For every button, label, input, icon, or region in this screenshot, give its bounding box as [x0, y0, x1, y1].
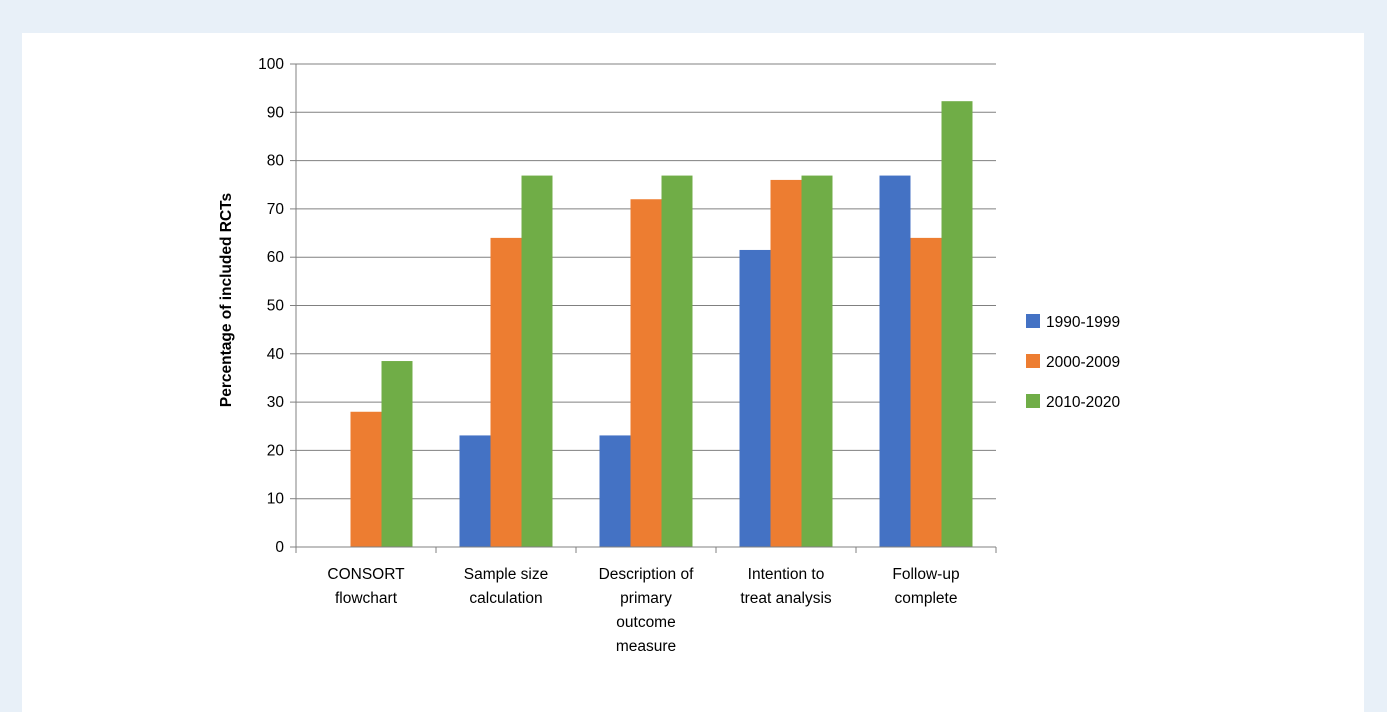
- x-category-label: complete: [895, 590, 958, 607]
- x-category-label: Intention to: [748, 566, 825, 583]
- y-tick-label: 80: [267, 153, 285, 170]
- x-category-label: measure: [616, 638, 676, 655]
- bar-chart: 0 10 20 30 40 50 60 70 80 90 100 CONSORT flowchart Sa…: [22, 33, 1364, 712]
- x-category-label: Follow-up: [892, 566, 959, 583]
- bar-2000-2009: [631, 199, 662, 547]
- bar-2010-2020: [382, 361, 413, 547]
- legend-label: 2010-2020: [1046, 394, 1121, 411]
- legend-swatch: [1026, 354, 1040, 368]
- legend: 1990-1999 2000-2009 2010-2020: [1026, 314, 1121, 411]
- x-category-label: outcome: [616, 614, 675, 631]
- bars: [351, 101, 973, 547]
- x-category-label: primary: [620, 590, 672, 607]
- chart-panel: 0 10 20 30 40 50 60 70 80 90 100 CONSORT flowchart Sa…: [22, 33, 1364, 712]
- x-category-label: treat analysis: [740, 590, 832, 607]
- x-category-label: flowchart: [335, 590, 398, 607]
- bar-2010-2020: [522, 176, 553, 547]
- legend-label: 1990-1999: [1046, 314, 1120, 331]
- bar-1990-1999: [460, 435, 491, 547]
- y-tick-label: 30: [267, 394, 285, 411]
- y-tick-label: 20: [267, 442, 285, 459]
- x-category-label: calculation: [469, 590, 542, 607]
- x-category-label: Sample size: [464, 566, 548, 583]
- y-tick-label: 40: [267, 346, 285, 363]
- y-tick-label: 90: [267, 104, 285, 121]
- x-category-label: Description of: [599, 566, 694, 583]
- y-tick-label: 70: [267, 201, 285, 218]
- bar-2000-2009: [771, 180, 802, 547]
- legend-swatch: [1026, 394, 1040, 408]
- y-tick-label: 50: [267, 298, 285, 315]
- legend-swatch: [1026, 314, 1040, 328]
- y-tick-label: 0: [275, 539, 284, 556]
- x-category-label: CONSORT: [327, 566, 405, 583]
- legend-label: 2000-2009: [1046, 354, 1120, 371]
- bar-1990-1999: [880, 176, 911, 547]
- bar-2010-2020: [802, 176, 833, 547]
- y-tick-label: 100: [258, 56, 284, 73]
- y-axis-title: Percentage of included RCTs: [218, 193, 235, 407]
- bar-2000-2009: [491, 238, 522, 547]
- bar-2000-2009: [911, 238, 942, 547]
- axis-labels: 0 10 20 30 40 50 60 70 80 90 100 CONSORT flowchart Sa…: [258, 56, 959, 655]
- y-tick-label: 10: [267, 491, 285, 508]
- bar-2010-2020: [662, 176, 693, 547]
- bar-2000-2009: [351, 412, 382, 547]
- y-tick-label: 60: [267, 249, 285, 266]
- bar-2010-2020: [942, 101, 973, 547]
- bar-1990-1999: [740, 250, 771, 547]
- bar-1990-1999: [600, 435, 631, 547]
